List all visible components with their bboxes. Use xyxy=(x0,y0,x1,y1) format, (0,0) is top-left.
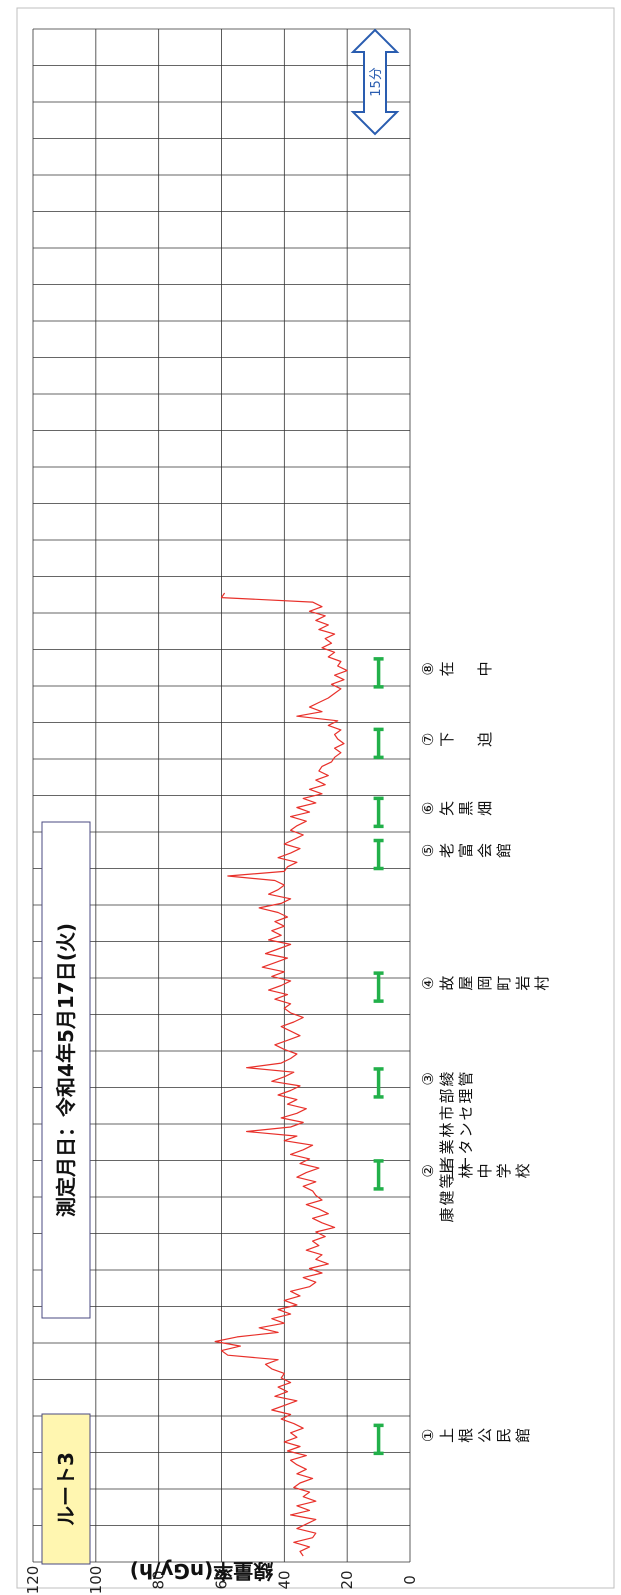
station-label-char: 中 xyxy=(476,1163,494,1178)
station-label-char: ⑥ xyxy=(419,802,437,815)
double-arrow-icon xyxy=(350,28,400,136)
station-label-char: ② xyxy=(419,1164,437,1177)
station-label-char: 綾 xyxy=(438,1071,456,1086)
station-label-char: 健 xyxy=(438,1190,456,1205)
station-label-char: 業 xyxy=(438,1139,456,1154)
station-label-char: 学 xyxy=(495,1163,513,1178)
station-label-char: ⑤ xyxy=(419,844,437,857)
station-label-char: 屋 xyxy=(457,976,475,991)
y-tick-label: 60 xyxy=(213,1570,231,1589)
station-label-char: 黒 xyxy=(457,801,475,816)
station-marker xyxy=(373,1159,384,1191)
y-tick-label: 100 xyxy=(87,1566,105,1595)
y-tick-label: 20 xyxy=(338,1570,356,1589)
y-tick-label: 120 xyxy=(24,1566,42,1595)
station-marker xyxy=(373,727,384,760)
station-label-char: タ xyxy=(457,1139,475,1154)
station-label-char: 迫 xyxy=(476,732,494,747)
y-tick-label: 40 xyxy=(275,1570,293,1589)
route-label-box: ルート3 xyxy=(41,1413,91,1565)
station-label-char: 根 xyxy=(457,1428,475,1443)
station-label-char: 富 xyxy=(457,843,475,858)
station-label-char: 部 xyxy=(438,1088,456,1103)
station-label-char: 管 xyxy=(457,1071,475,1086)
series-layer xyxy=(214,592,348,1557)
station-label-char: 中 xyxy=(476,661,494,676)
station-label-char: 岡 xyxy=(476,976,494,991)
station-label-char: ⑧ xyxy=(419,662,437,675)
station-label-char: 館 xyxy=(495,843,513,858)
station-label-char: セ xyxy=(457,1105,475,1120)
station-label-char: 林 xyxy=(457,1163,475,1178)
station-label-char: 会 xyxy=(476,843,494,858)
station-label-char: 上 xyxy=(438,1428,456,1443)
station-label-char: 岩 xyxy=(514,976,532,991)
station-label-char: 村 xyxy=(533,976,551,991)
chart-border xyxy=(16,7,615,1589)
station-label-char: 民 xyxy=(495,1428,513,1443)
station-label-char: ③ xyxy=(419,1072,437,1085)
station-label-char: 上 xyxy=(438,1163,456,1178)
y-tick-label: 80 xyxy=(150,1570,168,1589)
plot-grid xyxy=(32,28,411,1563)
date-label-box: 測定月日：令和4年5月17日(火) xyxy=(41,821,91,1319)
station-label-char: ① xyxy=(419,1429,437,1442)
time-scale-label: 15分 xyxy=(369,67,384,97)
station-marker xyxy=(373,1423,384,1456)
station-label-char: 理 xyxy=(457,1088,475,1103)
station-label-char: 等 xyxy=(438,1173,456,1188)
station-label-char: 在 xyxy=(438,661,456,676)
station-label-char: 者 xyxy=(438,1156,456,1171)
station-label-char: 市 xyxy=(438,1105,456,1120)
station-marker xyxy=(373,971,384,1003)
station-label-char: ⑦ xyxy=(419,733,437,746)
station-label-char: 校 xyxy=(514,1163,532,1178)
station-label-char: ー xyxy=(457,1156,475,1171)
date-label: 測定月日：令和4年5月17日(火) xyxy=(54,923,78,1217)
station-label-char: 康 xyxy=(438,1207,456,1222)
station-label-char: 故 xyxy=(438,976,456,991)
station-marker xyxy=(373,1067,384,1099)
station-label-char: 畑 xyxy=(476,801,494,816)
station-label-char: 老 xyxy=(438,843,456,858)
station-label-char: 矢 xyxy=(438,801,456,816)
station-label-char: 下 xyxy=(438,732,456,747)
station-label-char: 館 xyxy=(514,1428,532,1443)
station-label-char: 林 xyxy=(438,1122,456,1137)
station-layer: ① 上根公民館② 上林中学校③ 綾部市林業者等健康管理センター④ 故屋岡町岩村⑤ 老富会館… xyxy=(373,657,551,1456)
series-line xyxy=(214,592,348,1557)
station-marker xyxy=(373,838,384,871)
station-label-char: ン xyxy=(457,1122,475,1137)
route-label: ルート3 xyxy=(54,1452,78,1526)
station-marker xyxy=(373,657,384,689)
station-label-char: 町 xyxy=(495,976,513,991)
station-marker xyxy=(373,796,384,829)
y-axis-ticks: 0 20 40 60 80 100 120 xyxy=(24,1566,419,1595)
station-label-char: 公 xyxy=(476,1428,494,1443)
y-tick-label: 0 xyxy=(401,1575,419,1585)
y-axis-label: 線量率(nGy/h) xyxy=(130,1559,274,1583)
time-scale-indicator: 15分 xyxy=(350,28,400,136)
station-label-char: ④ xyxy=(419,976,437,989)
